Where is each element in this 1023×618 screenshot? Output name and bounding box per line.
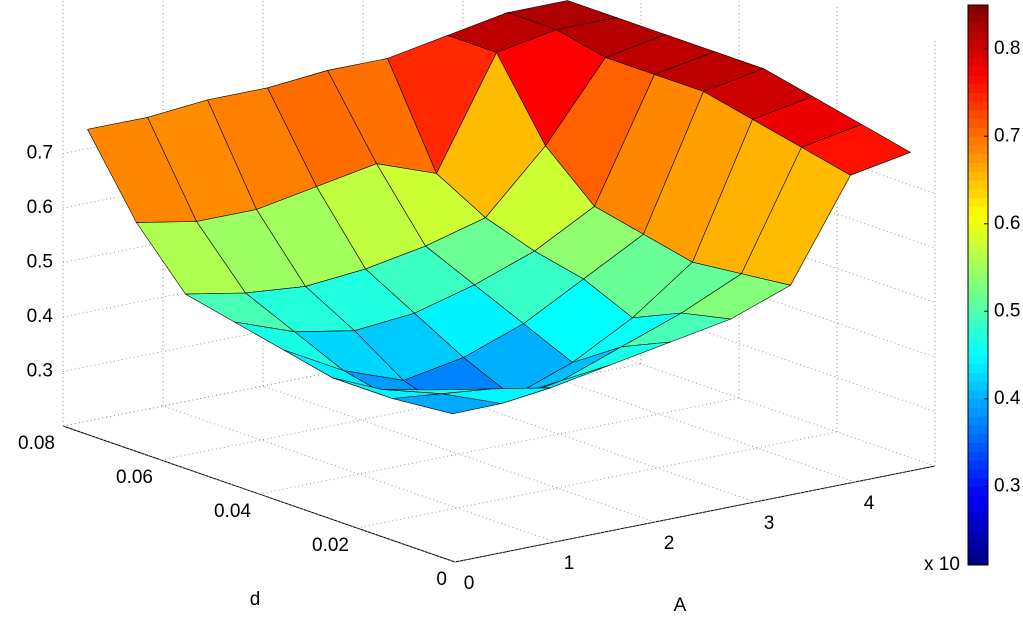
colorbar-swatch bbox=[968, 40, 988, 50]
y-grid-line bbox=[62, 329, 544, 427]
colorbar-swatch bbox=[968, 215, 988, 225]
colorbar-swatch bbox=[968, 258, 988, 268]
colorbar-swatch bbox=[968, 398, 988, 408]
y-tick-label: 0 bbox=[436, 569, 447, 590]
colorbar-swatch bbox=[968, 197, 988, 207]
x-tick-label: 3 bbox=[764, 513, 775, 534]
colorbar-swatch bbox=[968, 302, 988, 312]
x-axis-label: A bbox=[674, 595, 687, 616]
colorbar-swatch bbox=[968, 311, 988, 321]
colorbar-swatch bbox=[968, 101, 988, 111]
colorbar-swatch bbox=[968, 57, 988, 67]
colorbar-tick-label: 0.8 bbox=[994, 38, 1020, 59]
colorbar-swatch bbox=[968, 512, 988, 522]
colorbar-swatch bbox=[968, 66, 988, 76]
colorbar-swatch bbox=[968, 276, 988, 286]
colorbar-swatch bbox=[968, 75, 988, 85]
colorbar-swatch bbox=[968, 416, 988, 426]
colorbar-swatch bbox=[968, 223, 988, 233]
colorbar-swatch bbox=[968, 162, 988, 172]
y-grid-line bbox=[258, 397, 740, 495]
colorbar-swatch bbox=[968, 503, 988, 513]
colorbar-swatch bbox=[968, 556, 988, 566]
y-axis-label: d bbox=[250, 589, 261, 610]
colorbar-swatch bbox=[968, 460, 988, 470]
colorbar-swatch bbox=[968, 442, 988, 452]
colorbar-swatch bbox=[968, 486, 988, 496]
colorbar-swatch bbox=[968, 13, 988, 23]
colorbar-swatch bbox=[968, 381, 988, 391]
colorbar-swatch bbox=[968, 206, 988, 216]
colorbar-swatch bbox=[968, 110, 988, 120]
colorbar-swatch bbox=[968, 171, 988, 181]
colorbar-swatch bbox=[968, 538, 988, 548]
colorbar-swatch bbox=[968, 5, 988, 15]
y-grid-line bbox=[160, 363, 642, 461]
colorbar-swatch bbox=[968, 521, 988, 531]
z-tick-label: 0.5 bbox=[27, 252, 53, 273]
colorbar-swatch bbox=[968, 530, 988, 540]
colorbar-swatch bbox=[968, 468, 988, 478]
colorbar-swatch bbox=[968, 241, 988, 251]
colorbar-swatch bbox=[968, 285, 988, 295]
colorbar-swatch bbox=[968, 153, 988, 163]
z-tick-label: 0.4 bbox=[27, 306, 54, 327]
colorbar-swatch bbox=[968, 355, 988, 365]
colorbar-swatch bbox=[968, 407, 988, 417]
colorbar-swatch bbox=[968, 328, 988, 338]
surface-patch bbox=[381, 388, 491, 395]
y-tick-label: 0.08 bbox=[18, 433, 55, 454]
colorbar-swatch bbox=[968, 372, 988, 382]
colorbar-frame bbox=[967, 4, 989, 566]
colorbar-swatch bbox=[968, 127, 988, 137]
colorbar-swatch bbox=[968, 547, 988, 557]
colorbar-swatch bbox=[968, 451, 988, 461]
y-grid-line bbox=[356, 431, 838, 529]
colorbar-tick-label: 0.7 bbox=[994, 125, 1020, 146]
colorbar-swatch bbox=[968, 320, 988, 330]
colorbar-swatch bbox=[968, 250, 988, 260]
y-tick-label: 0.06 bbox=[116, 467, 153, 488]
colorbar-swatch bbox=[968, 425, 988, 435]
colorbar-swatch bbox=[968, 48, 988, 58]
colorbar-tick-label: 0.5 bbox=[994, 300, 1020, 321]
colorbar-swatch bbox=[968, 118, 988, 128]
colorbar-swatch bbox=[968, 136, 988, 146]
colorbar-tick-label: 0.3 bbox=[994, 475, 1020, 496]
colorbar-swatch bbox=[968, 337, 988, 347]
z-tick-label: 0.3 bbox=[27, 361, 53, 382]
colorbar-swatch bbox=[968, 390, 988, 400]
x-tick-label: 2 bbox=[664, 533, 675, 554]
colorbar-swatch bbox=[968, 92, 988, 102]
z-tick-label: 0.7 bbox=[27, 143, 53, 164]
colorbar-swatch bbox=[968, 145, 988, 155]
colorbar-swatch bbox=[968, 267, 988, 277]
colorbar-tick-label: 0.6 bbox=[994, 213, 1020, 234]
colorbar-tick-label: 0.4 bbox=[994, 388, 1021, 409]
colorbar-swatch bbox=[968, 293, 988, 303]
x-exponent-label: x 10 bbox=[924, 554, 960, 575]
colorbar-swatch bbox=[968, 477, 988, 487]
x-tick-label: 1 bbox=[564, 553, 575, 574]
colorbar-swatch bbox=[968, 495, 988, 505]
colorbar-swatch bbox=[968, 31, 988, 41]
y-tick-label: 0.02 bbox=[312, 535, 349, 556]
colorbar-swatch bbox=[968, 433, 988, 443]
colorbar-swatch bbox=[968, 232, 988, 242]
colorbar-swatch bbox=[968, 188, 988, 198]
x-tick-label: 0 bbox=[464, 573, 475, 594]
colorbar-swatch bbox=[968, 83, 988, 93]
x-tick-label: 4 bbox=[864, 493, 875, 514]
colorbar-swatch bbox=[968, 22, 988, 32]
z-tick-label: 0.6 bbox=[27, 197, 53, 218]
colorbar-swatch bbox=[968, 180, 988, 190]
colorbar-swatch bbox=[968, 346, 988, 356]
y-tick-label: 0.04 bbox=[214, 501, 251, 522]
y-grid-line bbox=[454, 465, 936, 563]
colorbar-swatch bbox=[968, 363, 988, 373]
